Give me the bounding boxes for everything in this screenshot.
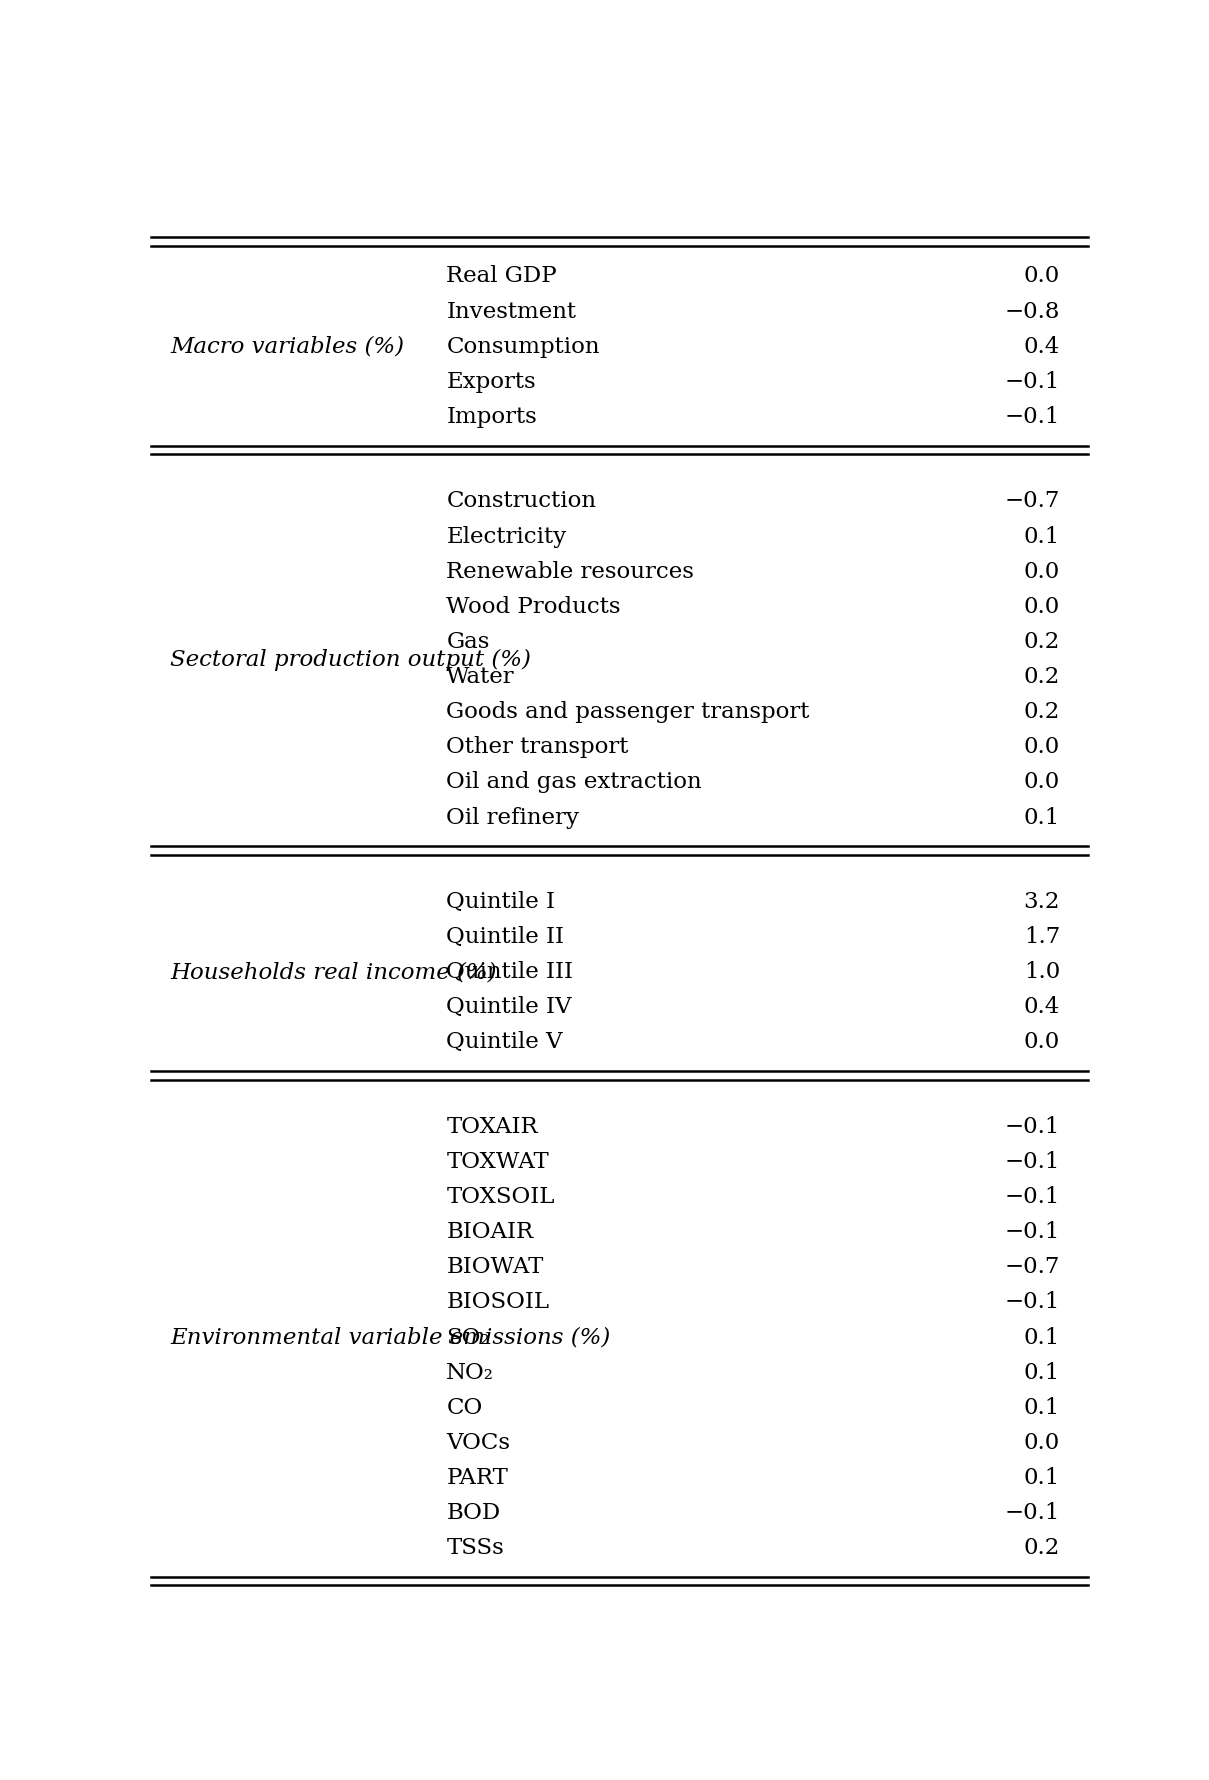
Text: Consumption: Consumption xyxy=(446,336,600,358)
Text: 1.0: 1.0 xyxy=(1024,961,1060,983)
Text: PART: PART xyxy=(446,1467,508,1488)
Text: Quintile II: Quintile II xyxy=(446,926,565,947)
Text: 0.1: 0.1 xyxy=(1024,1467,1060,1488)
Text: TOXAIR: TOXAIR xyxy=(446,1116,538,1137)
Text: Environmental variable emissions (%): Environmental variable emissions (%) xyxy=(169,1326,611,1347)
Text: −0.1: −0.1 xyxy=(1005,1290,1060,1312)
Text: 0.2: 0.2 xyxy=(1024,630,1060,653)
Text: −0.1: −0.1 xyxy=(1005,1185,1060,1207)
Text: Water: Water xyxy=(446,666,515,687)
Text: CO: CO xyxy=(446,1396,482,1419)
Text: TOXWAT: TOXWAT xyxy=(446,1150,549,1173)
Text: Construction: Construction xyxy=(446,490,596,513)
Text: Households real income (%): Households real income (%) xyxy=(169,961,497,983)
Text: Quintile V: Quintile V xyxy=(446,1031,562,1052)
Text: Electricity: Electricity xyxy=(446,525,567,546)
Text: Macro variables (%): Macro variables (%) xyxy=(169,336,404,358)
Text: Quintile III: Quintile III xyxy=(446,961,573,983)
Text: BOD: BOD xyxy=(446,1501,501,1524)
Text: −0.1: −0.1 xyxy=(1005,1150,1060,1173)
Text: 0.0: 0.0 xyxy=(1024,1431,1060,1452)
Text: −0.1: −0.1 xyxy=(1005,1501,1060,1524)
Text: −0.1: −0.1 xyxy=(1005,406,1060,427)
Text: 0.1: 0.1 xyxy=(1024,806,1060,828)
Text: Imports: Imports xyxy=(446,406,537,427)
Text: VOCs: VOCs xyxy=(446,1431,510,1452)
Text: BIOSOIL: BIOSOIL xyxy=(446,1290,549,1312)
Text: SO₂: SO₂ xyxy=(446,1326,490,1347)
Text: TSSs: TSSs xyxy=(446,1536,504,1559)
Text: 3.2: 3.2 xyxy=(1024,890,1060,913)
Text: −0.1: −0.1 xyxy=(1005,370,1060,393)
Text: 0.0: 0.0 xyxy=(1024,596,1060,618)
Text: Goods and passenger transport: Goods and passenger transport xyxy=(446,701,810,723)
Text: 0.2: 0.2 xyxy=(1024,1536,1060,1559)
Text: TOXSOIL: TOXSOIL xyxy=(446,1185,555,1207)
Text: Oil and gas extraction: Oil and gas extraction xyxy=(446,771,702,792)
Text: Exports: Exports xyxy=(446,370,536,393)
Text: 0.0: 0.0 xyxy=(1024,561,1060,582)
Text: 0.1: 0.1 xyxy=(1024,1326,1060,1347)
Text: 0.2: 0.2 xyxy=(1024,701,1060,723)
Text: −0.8: −0.8 xyxy=(1005,301,1060,322)
Text: BIOWAT: BIOWAT xyxy=(446,1255,544,1278)
Text: −0.1: −0.1 xyxy=(1005,1221,1060,1242)
Text: Renewable resources: Renewable resources xyxy=(446,561,694,582)
Text: −0.7: −0.7 xyxy=(1005,1255,1060,1278)
Text: 0.1: 0.1 xyxy=(1024,1396,1060,1419)
Text: 0.0: 0.0 xyxy=(1024,1031,1060,1052)
Text: −0.7: −0.7 xyxy=(1005,490,1060,513)
Text: Oil refinery: Oil refinery xyxy=(446,806,579,828)
Text: Gas: Gas xyxy=(446,630,490,653)
Text: 0.0: 0.0 xyxy=(1024,735,1060,758)
Text: 0.1: 0.1 xyxy=(1024,525,1060,546)
Text: NO₂: NO₂ xyxy=(446,1362,494,1383)
Text: 0.4: 0.4 xyxy=(1024,336,1060,358)
Text: Quintile IV: Quintile IV xyxy=(446,995,572,1018)
Text: 0.0: 0.0 xyxy=(1024,771,1060,792)
Text: 0.1: 0.1 xyxy=(1024,1362,1060,1383)
Text: 1.7: 1.7 xyxy=(1024,926,1060,947)
Text: 0.0: 0.0 xyxy=(1024,265,1060,287)
Text: −0.1: −0.1 xyxy=(1005,1116,1060,1137)
Text: 0.2: 0.2 xyxy=(1024,666,1060,687)
Text: 0.4: 0.4 xyxy=(1024,995,1060,1018)
Text: Investment: Investment xyxy=(446,301,577,322)
Text: Quintile I: Quintile I xyxy=(446,890,555,913)
Text: Other transport: Other transport xyxy=(446,735,629,758)
Text: Sectoral production output (%): Sectoral production output (%) xyxy=(169,648,531,669)
Text: Real GDP: Real GDP xyxy=(446,265,557,287)
Text: Wood Products: Wood Products xyxy=(446,596,620,618)
Text: BIOAIR: BIOAIR xyxy=(446,1221,533,1242)
